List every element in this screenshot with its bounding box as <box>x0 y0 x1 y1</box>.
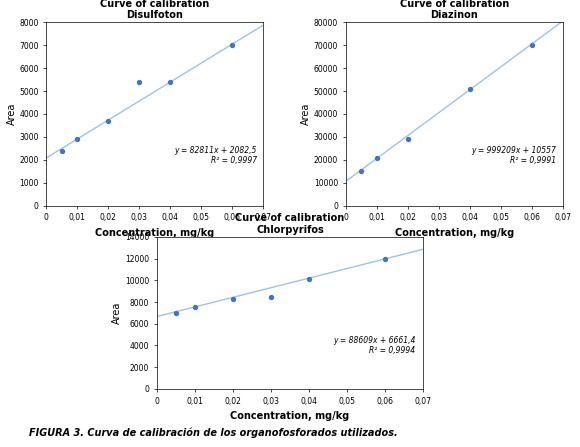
Point <box>72 135 82 143</box>
Text: y = 82811x + 2082,5
R² = 0,9997: y = 82811x + 2082,5 R² = 0,9997 <box>175 146 257 165</box>
X-axis label: Concentration, mg/kg: Concentration, mg/kg <box>95 228 215 238</box>
Y-axis label: Area: Area <box>112 302 122 324</box>
Point <box>304 276 314 283</box>
Y-axis label: Area: Area <box>6 103 16 125</box>
Point <box>357 168 366 175</box>
Text: FIGURA 3. Curva de calibración de los organofosforados utilizados.: FIGURA 3. Curva de calibración de los or… <box>29 428 398 438</box>
X-axis label: Concentration, mg/kg: Concentration, mg/kg <box>230 411 350 421</box>
Point <box>266 293 276 300</box>
X-axis label: Concentration, mg/kg: Concentration, mg/kg <box>394 228 514 238</box>
Point <box>57 147 67 154</box>
Title: Curve of calibration
Diazinon: Curve of calibration Diazinon <box>400 0 509 20</box>
Point <box>228 42 237 49</box>
Point <box>104 117 113 124</box>
Point <box>465 85 474 93</box>
Point <box>190 304 200 311</box>
Title: Curve of calibration
Chlorpyrifos: Curve of calibration Chlorpyrifos <box>235 213 345 235</box>
Text: y = 88609x + 6661,4
R² = 0,9994: y = 88609x + 6661,4 R² = 0,9994 <box>333 336 415 355</box>
Point <box>527 42 536 49</box>
Title: Curve of calibration
Disulfoton: Curve of calibration Disulfoton <box>100 0 209 20</box>
Point <box>372 154 381 161</box>
Point <box>228 295 237 302</box>
Point <box>403 135 412 143</box>
Point <box>135 78 144 85</box>
Text: y = 999209x + 10557
R² = 0,9991: y = 999209x + 10557 R² = 0,9991 <box>471 146 556 165</box>
Point <box>171 309 180 316</box>
Point <box>166 78 175 85</box>
Point <box>380 255 390 262</box>
Y-axis label: Area: Area <box>301 103 311 125</box>
